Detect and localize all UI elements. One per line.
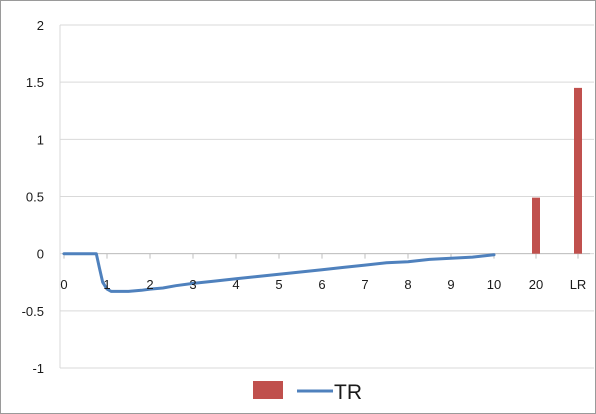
y-tick-label: -1 (32, 361, 44, 376)
x-tick-label: 10 (487, 277, 501, 292)
legend-label-tr: TR (334, 381, 362, 404)
x-tick-label: 9 (447, 277, 454, 292)
line-series (62, 252, 496, 293)
x-tick-label: 7 (361, 277, 368, 292)
series-line-tr (62, 252, 496, 293)
x-tick-label: 1 (103, 277, 110, 292)
tick-labels: 2 1.5 1 0.5 0 -0.5 -1 0 1 2 3 4 5 6 7 8 9 10 20 LR (22, 18, 587, 376)
x-tick-label: 5 (275, 277, 282, 292)
legend-bar-swatch (253, 381, 283, 399)
x-tick-label: LR (570, 277, 587, 292)
x-tick-label: 20 (529, 277, 543, 292)
x-tick-label: 4 (232, 277, 239, 292)
y-tick-label: 2 (37, 18, 44, 33)
gridlines (60, 24, 594, 369)
bar-20 (532, 197, 540, 254)
legend: TR (253, 381, 362, 404)
x-tick-label: 0 (60, 277, 67, 292)
bars (532, 87, 582, 254)
y-tick-label: 0.5 (26, 190, 44, 205)
x-tick-label: 3 (189, 277, 196, 292)
x-tick-label: 8 (404, 277, 411, 292)
x-tick-label: 2 (146, 277, 153, 292)
axes (59, 25, 590, 368)
x-tick-label: 6 (318, 277, 325, 292)
y-tick-label: 1 (37, 132, 44, 147)
bar-lr (574, 87, 582, 254)
y-tick-label: 1.5 (26, 75, 44, 90)
y-tick-label: -0.5 (22, 304, 44, 319)
y-tick-label: 0 (37, 247, 44, 262)
